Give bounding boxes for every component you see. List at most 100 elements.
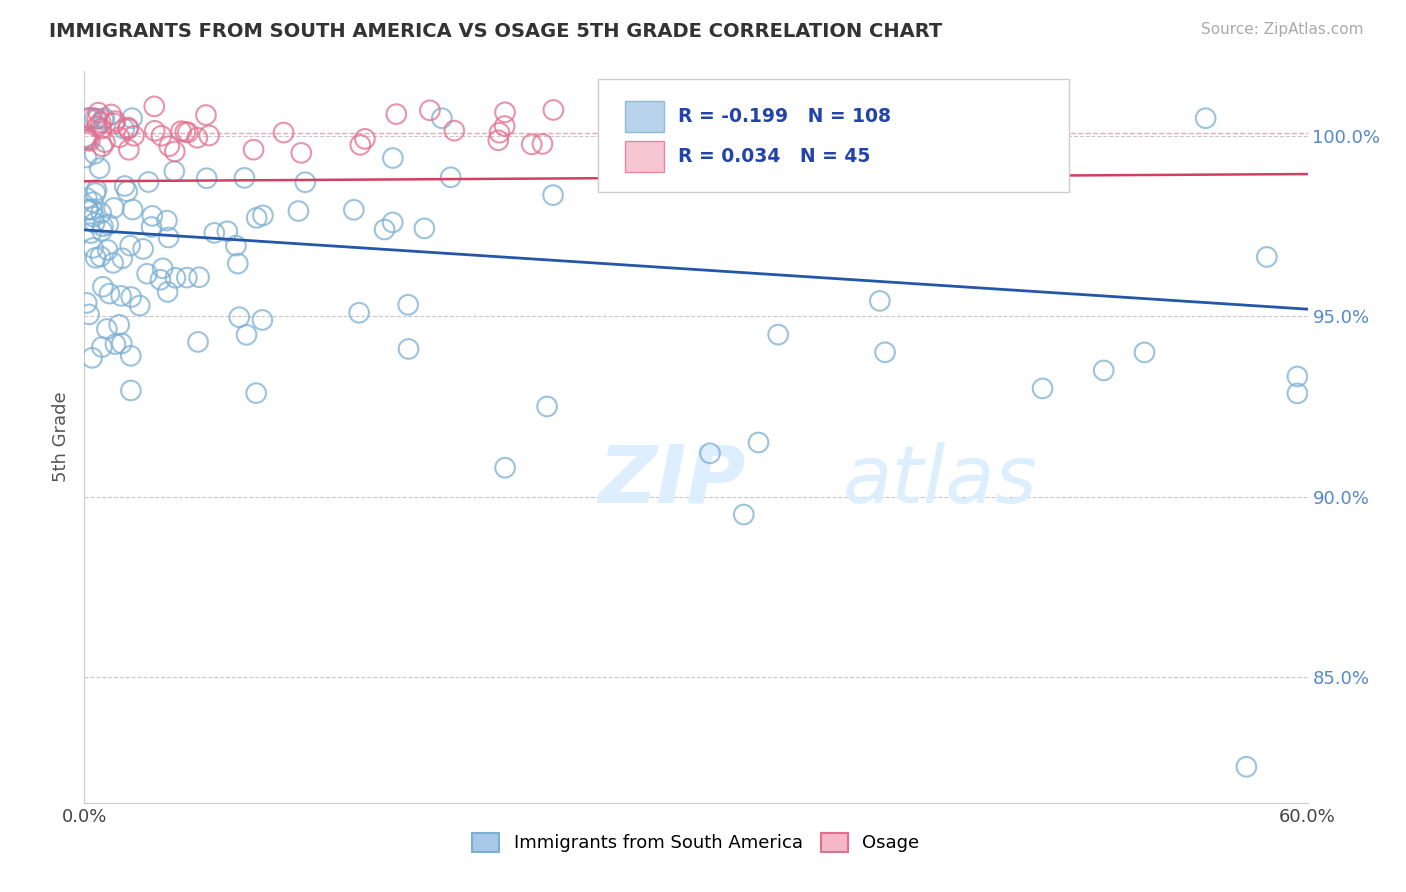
Point (385, 107, 408, 121)
Point (83, 112, 105, 126)
Point (396, 298, 419, 312)
Point (246, 211, 269, 225)
Point (112, 121, 135, 136)
Point (252, 313, 274, 327)
Point (93, 112, 115, 126)
Point (83, 146, 105, 161)
Y-axis label: 5th Grade: 5th Grade (52, 392, 70, 483)
Point (90, 340, 112, 354)
Point (120, 349, 142, 363)
Point (252, 208, 274, 222)
Text: R = -0.199   N = 108: R = -0.199 N = 108 (678, 107, 890, 126)
Point (157, 139, 180, 153)
Point (152, 261, 174, 276)
Point (347, 306, 370, 320)
Point (398, 342, 420, 356)
Point (290, 145, 312, 160)
Text: Source: ZipAtlas.com: Source: ZipAtlas.com (1201, 22, 1364, 37)
Point (273, 126, 295, 140)
Point (165, 270, 187, 285)
Point (1286, 369, 1309, 384)
Point (536, 400, 558, 414)
Point (76, 191, 98, 205)
Point (177, 125, 200, 139)
Point (91, 279, 114, 293)
Point (494, 119, 516, 133)
Point (733, 508, 755, 522)
Point (87, 105, 110, 120)
Point (136, 267, 159, 281)
Point (84, 251, 107, 265)
Point (188, 270, 211, 285)
Point (114, 179, 136, 194)
Point (82, 241, 104, 255)
Point (699, 446, 721, 460)
Point (108, 130, 131, 145)
Point (91, 224, 114, 238)
Point (1133, 345, 1156, 359)
Point (86, 120, 108, 134)
Point (543, 103, 565, 117)
Point (343, 202, 366, 217)
FancyBboxPatch shape (598, 78, 1069, 192)
Point (869, 293, 891, 308)
Point (294, 175, 316, 189)
Point (121, 112, 143, 126)
Point (80, 111, 103, 125)
Point (132, 242, 155, 256)
Point (128, 299, 150, 313)
Point (494, 460, 516, 475)
Point (486, 133, 509, 147)
Point (110, 289, 132, 303)
Point (186, 130, 208, 145)
Point (225, 238, 247, 252)
Point (443, 123, 465, 137)
Point (373, 222, 395, 236)
Point (103, 256, 125, 270)
Point (488, 126, 510, 140)
Point (90, 206, 112, 220)
Point (156, 285, 179, 299)
Point (242, 143, 264, 157)
Point (82, 195, 104, 210)
Point (75, 151, 97, 165)
Point (138, 175, 160, 189)
Point (187, 334, 209, 349)
Point (76, 202, 98, 217)
Point (226, 256, 249, 270)
Point (349, 137, 371, 152)
Point (245, 386, 267, 401)
Point (117, 122, 139, 136)
Point (111, 252, 134, 266)
Point (97, 218, 120, 232)
Point (766, 327, 789, 342)
Point (176, 270, 198, 285)
Point (1032, 381, 1054, 395)
Point (157, 230, 180, 244)
Point (1195, 112, 1218, 126)
Point (202, 226, 225, 240)
Point (141, 209, 163, 223)
Point (143, 99, 166, 113)
Point (419, 103, 441, 118)
Point (89, 250, 111, 264)
Point (79, 112, 101, 126)
Point (91, 139, 114, 153)
Point (381, 215, 404, 229)
Point (354, 132, 377, 146)
Point (94, 135, 117, 149)
Point (90, 121, 112, 136)
Point (104, 114, 127, 128)
Point (103, 201, 125, 215)
Point (494, 105, 516, 120)
Point (531, 136, 554, 151)
Point (96, 322, 118, 336)
Point (75, 130, 97, 145)
Point (287, 204, 309, 219)
Point (174, 125, 197, 139)
Point (117, 120, 139, 135)
Point (111, 336, 134, 351)
Point (121, 202, 143, 217)
Point (120, 290, 142, 304)
Point (98, 286, 121, 301)
